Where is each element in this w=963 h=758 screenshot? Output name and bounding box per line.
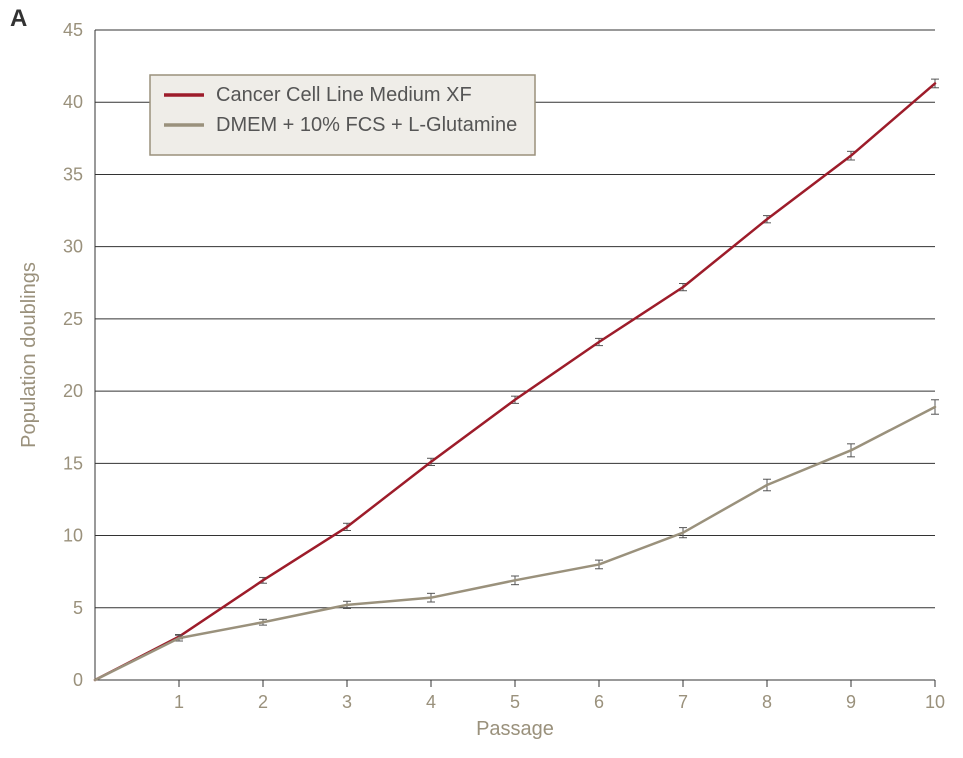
ytick-label: 20 [63,381,83,401]
xtick-label: 2 [258,692,268,712]
ytick-label: 45 [63,20,83,40]
xtick-label: 6 [594,692,604,712]
ytick-label: 30 [63,237,83,257]
population-doublings-chart: 05101520253035404512345678910Population … [0,0,963,758]
ytick-label: 25 [63,309,83,329]
ytick-label: 40 [63,92,83,112]
ytick-label: 10 [63,526,83,546]
legend: Cancer Cell Line Medium XF DMEM + 10% FCS… [150,75,535,155]
chart-container: 05101520253035404512345678910Population … [0,0,963,758]
xtick-label: 3 [342,692,352,712]
x-axis-label: Passage [476,718,554,740]
xtick-label: 1 [174,692,184,712]
xtick-label: 4 [426,692,436,712]
xtick-label: 9 [846,692,856,712]
panel-label: A [10,5,27,32]
y-axis-label: Population doublings [18,262,40,448]
xtick-label: 5 [510,692,520,712]
ytick-label: 35 [63,164,83,184]
ytick-label: 15 [63,453,83,473]
legend-label: DMEM + 10% FCS + L-Glutamine [216,114,517,136]
legend-label: Cancer Cell Line Medium XF [216,84,472,106]
xtick-label: 7 [678,692,688,712]
xtick-label: 10 [925,692,945,712]
xtick-label: 8 [762,692,772,712]
ytick-label: 5 [73,598,83,618]
ytick-label: 0 [73,670,83,690]
